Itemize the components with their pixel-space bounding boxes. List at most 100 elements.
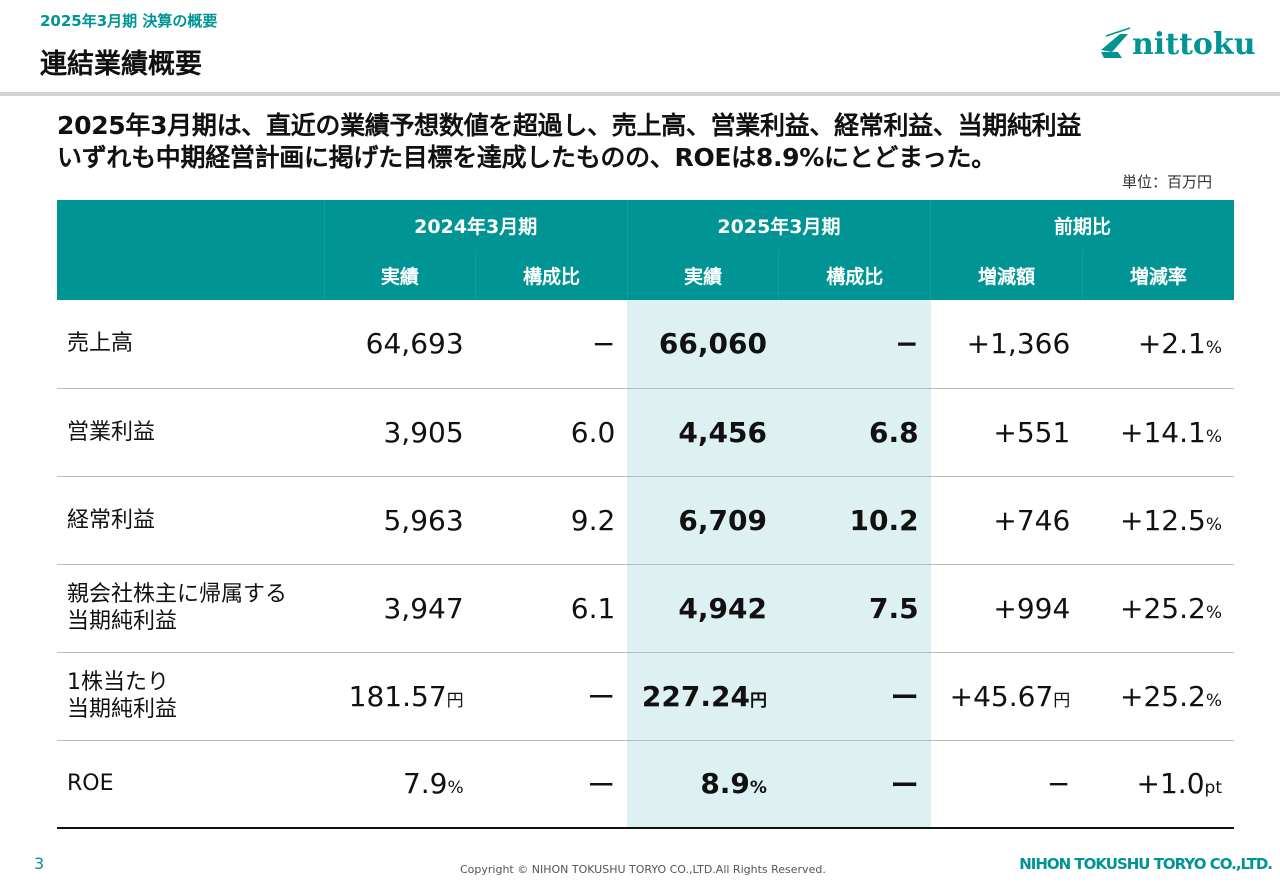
row-label: 1株当たり 当期純利益 [57,652,324,741]
cell-value: ー [890,768,919,802]
row-label: ROE [57,740,324,829]
cell-value: 4,942 [678,591,767,625]
cell-value: +2.1 [1137,327,1206,361]
cell-value: 7.9 [402,767,448,801]
table-cell: +2.1% [1082,300,1234,389]
table-cell: 181.57円 [324,652,476,741]
column-header: 増減率 [1081,250,1234,300]
table-cell: ー [475,740,628,829]
cell-unit: 円 [749,690,767,711]
table-cell: ー [778,740,931,829]
table-cell: +25.2% [1082,652,1234,741]
table-row: 経常利益 5,963 9.2 6,709 10.2 +746 +12.5% [57,476,1234,565]
cell-value: 4,456 [678,415,767,449]
cell-unit: % [1205,338,1222,359]
cell-unit: % [749,778,767,799]
cell-unit: % [1205,514,1222,535]
column-header: 実績 [626,250,779,300]
row-label: 経常利益 [57,476,324,565]
cell-value: 6.8 [869,415,919,449]
table-cell: 8.9% [627,740,779,829]
summary-text: 2025年3月期は、直近の業績予想数値を超過し、売上高、営業利益、経常利益、当期… [57,110,1081,174]
table-cell: +1,366 [930,300,1083,389]
table-cell: 5,963 [324,476,476,565]
cell-unit: % [447,778,464,799]
table-row: ROE 7.9% ー 8.9% ー − +1.0pt [57,740,1234,829]
cell-value: +551 [993,415,1071,449]
table-cell: ー [778,652,931,741]
cell-value: ー [587,681,616,714]
table-cell: 6.8 [778,388,931,477]
table-row: 親会社株主に帰属する 当期純利益 3,947 6.1 4,942 7.5 +994 +25.2… [57,564,1234,653]
nittoku-logo: nittoku [1101,27,1256,62]
table-cell: − [930,740,1083,829]
table-cell: 10.2 [778,476,931,565]
table-row: 営業利益 3,905 6.0 4,456 6.8 +551 +14.1% [57,388,1234,477]
table-cell: − [778,300,931,389]
table-cell: +12.5% [1082,476,1234,565]
header-divider [0,92,1280,96]
cell-value: +746 [993,503,1071,537]
svg-text:nittoku: nittoku [1132,27,1256,62]
cell-value: ー [587,768,616,802]
section-subtitle: 2025年3月期 決算の概要 [40,12,218,30]
cell-value: +994 [993,591,1071,625]
table-cell: +1.0pt [1082,740,1234,829]
cell-value: 10.2 [849,503,919,537]
cell-value: 181.57 [348,679,447,713]
header-blank [57,200,324,300]
row-label: 営業利益 [57,388,324,477]
table-cell: +14.1% [1082,388,1234,477]
table-cell: 6.1 [475,564,628,653]
cell-value: − [1046,767,1071,801]
table-cell: 4,942 [627,564,779,653]
table-cell: +25.2% [1082,564,1234,653]
table-cell: 227.24円 [627,652,779,741]
table-cell: +746 [930,476,1083,565]
cell-value: +1.0 [1136,767,1205,801]
cell-unit: % [1205,426,1222,447]
cell-value: +14.1 [1120,415,1206,449]
cell-value: +25.2 [1120,591,1206,625]
copyright: Copyright © NIHON TOKUSHU TORYO CO.,LTD.… [460,863,826,876]
cell-unit: 円 [1053,690,1071,711]
cell-value: 7.5 [869,591,919,625]
table-cell: 4,456 [627,388,779,477]
cell-value: 3,905 [383,415,464,449]
cell-value: 8.9 [700,767,750,801]
cell-value: 6.0 [570,415,616,449]
cell-value: +45.67 [949,679,1054,713]
table-cell: 3,947 [324,564,476,653]
table-cell: +551 [930,388,1083,477]
cell-value: − [895,327,919,361]
cell-value: 5,963 [383,503,464,537]
table-cell: 64,693 [324,300,476,389]
table-cell: 6.0 [475,388,628,477]
cell-value: ー [890,681,919,714]
table-cell: 3,905 [324,388,476,477]
results-table: 2024年3月期 2025年3月期 前期比 実績 構成比 実績 構成比 増減額 増減率 売… [57,200,1234,829]
cell-value: 66,060 [658,327,767,361]
group-yoy: 前期比 [930,200,1234,250]
table-cell: 7.9% [324,740,476,829]
cell-value: 227.24 [641,679,750,713]
column-header: 増減額 [930,250,1083,300]
table-row: 1株当たり 当期純利益 181.57円ー 227.24円ー +45.67円 +25.2% [57,652,1234,741]
summary-line-1: 2025年3月期は、直近の業績予想数値を超過し、売上高、営業利益、経常利益、当期… [57,111,1082,140]
column-header: 実績 [323,250,476,300]
cell-value: 9.2 [570,503,616,537]
column-header: 構成比 [475,250,628,300]
cell-unit: % [1205,690,1222,711]
table-cell: +994 [930,564,1083,653]
unit-note: 単位：百万円 [1121,173,1212,191]
cell-value: 6.1 [570,591,616,625]
table-cell: − [475,300,628,389]
group-fy2025: 2025年3月期 [626,200,931,250]
table-cell: 6,709 [627,476,779,565]
table-cell: 66,060 [627,300,779,389]
cell-value: − [591,327,616,361]
cell-unit: pt [1204,778,1222,799]
cell-value: +12.5 [1120,503,1206,537]
cell-unit: 円 [446,690,464,711]
cell-value: +1,366 [966,327,1071,361]
